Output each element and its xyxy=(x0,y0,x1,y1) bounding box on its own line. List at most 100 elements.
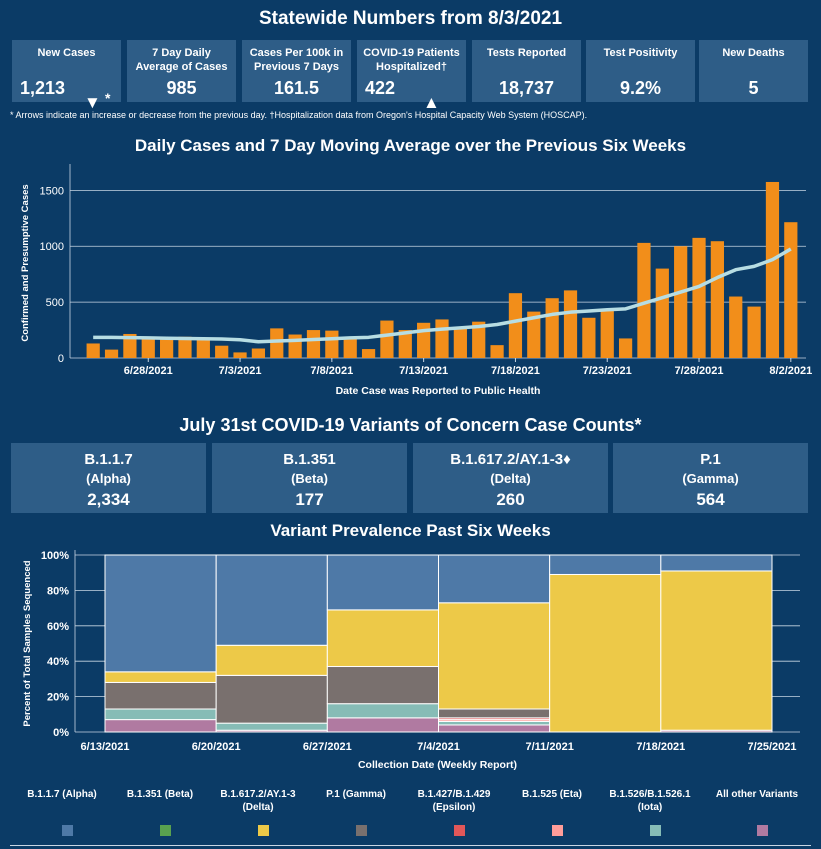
x-axis-label: Collection Date (Weekly Report) xyxy=(358,759,517,771)
x-tick-label: 7/18/2021 xyxy=(491,365,540,377)
variant-segment xyxy=(549,554,662,575)
variant-segment xyxy=(326,717,440,733)
variant-count: 260 xyxy=(496,490,525,509)
variant-name: B.1.617.2/AY.1-3♦ xyxy=(450,451,571,468)
cases-bar xyxy=(196,337,210,358)
cases-bar xyxy=(710,241,724,358)
y-tick-label: 500 xyxy=(46,297,64,309)
stat-card: 7 Day Daily Average of Cases 985 xyxy=(127,40,236,102)
page-title: Statewide Numbers from 8/3/2021 xyxy=(258,8,563,29)
variant-segment xyxy=(438,708,551,719)
variant-name: P.1 xyxy=(700,451,721,468)
legend-swatch xyxy=(552,825,563,836)
variant-card: B.1.1.7 (Alpha) 2,334 xyxy=(11,443,206,513)
cases-bar xyxy=(251,348,266,358)
x-tick-label: 7/18/2021 xyxy=(636,741,685,753)
cases-bar xyxy=(417,322,431,358)
stat-label: Cases Per 100k in Previous 7 Days xyxy=(249,47,344,73)
variant-segment xyxy=(326,703,440,719)
legend-swatch xyxy=(454,825,465,836)
cases-bar xyxy=(563,290,578,358)
cases-bar xyxy=(141,338,155,358)
cases-bar xyxy=(86,343,100,358)
legend-label: B.1.427/B.1.429 (Epsilon) xyxy=(417,789,491,813)
y-tick-label: 40% xyxy=(47,656,69,668)
cases-bar xyxy=(398,330,412,358)
cases-bar xyxy=(618,338,633,358)
arrow-up-icon: ▲ xyxy=(423,93,440,112)
x-tick-label: 6/20/2021 xyxy=(192,741,241,753)
stat-value: 1,213 xyxy=(20,78,66,98)
variant-count: 177 xyxy=(295,490,324,509)
y-tick-label: 0 xyxy=(58,353,64,365)
cases-bar xyxy=(545,298,559,358)
footnote: * Arrows indicate an increase or decreas… xyxy=(10,110,588,120)
cases-bar xyxy=(380,320,394,358)
x-tick-label: 6/13/2021 xyxy=(81,741,130,753)
cases-bar xyxy=(674,246,688,358)
stat-value: 9.2% xyxy=(619,78,662,98)
y-tick-label: 1000 xyxy=(40,241,64,253)
cases-bar xyxy=(765,181,780,358)
cases-bar xyxy=(123,333,137,358)
x-tick-label: 6/28/2021 xyxy=(124,365,173,377)
variant-name: B.1.1.7 xyxy=(84,451,133,468)
stat-value: 5 xyxy=(748,78,759,98)
cases-bar xyxy=(637,242,651,358)
legend-label: B.1.525 (Eta) xyxy=(521,789,583,800)
cases-bar xyxy=(178,336,192,358)
stat-value: 985 xyxy=(166,78,197,98)
variant-segment xyxy=(660,570,773,731)
stat-card: Test Positivity 9.2% xyxy=(586,40,695,102)
cases-chart: 0 500 1000 1500 6/28/2021 7/3/2021 7/8/2021 7/1… xyxy=(20,164,812,397)
cases-bar xyxy=(361,349,376,358)
variant-segment xyxy=(326,554,440,611)
y-axis-label: Confirmed and Presumptive Cases xyxy=(20,184,31,341)
variant-segment xyxy=(215,722,328,731)
cases-bar xyxy=(729,296,743,358)
variant-segment xyxy=(104,719,217,733)
legend-label: B.1.351 (Beta) xyxy=(126,789,194,800)
cases-bar xyxy=(747,306,761,358)
variant-segment xyxy=(438,554,551,604)
stat-label: COVID-19 Patients Hospitalized† xyxy=(363,47,460,73)
cases-bar xyxy=(655,268,669,358)
cases-bar xyxy=(215,345,229,358)
cases-bar xyxy=(233,352,247,358)
cases-bar xyxy=(160,339,174,358)
cases-bar xyxy=(453,326,467,358)
cases-bar xyxy=(435,319,449,358)
variant-segment xyxy=(104,554,217,673)
variant-greek-name: (Gamma) xyxy=(682,471,739,486)
cases-bar xyxy=(306,330,321,358)
legend-swatch xyxy=(356,825,367,836)
x-tick-label: 8/2/2021 xyxy=(769,365,812,377)
stat-card: New Cases 1,213 ▼ * xyxy=(12,40,121,112)
x-tick-label: 7/8/2021 xyxy=(310,365,353,377)
cases-bar xyxy=(784,222,798,358)
stat-label: New Deaths xyxy=(722,47,785,59)
variant-segment xyxy=(326,666,440,705)
y-tick-label: 20% xyxy=(47,692,69,704)
y-tick-label: 0% xyxy=(53,727,69,739)
y-axis-label: Percent of Total Samples Sequenced xyxy=(22,560,33,726)
x-tick-label: 7/23/2021 xyxy=(583,365,632,377)
variant-name: B.1.351 xyxy=(283,451,336,468)
cases-bar xyxy=(343,338,357,358)
variants-title: July 31st COVID-19 Variants of Concern C… xyxy=(179,415,642,435)
variant-segment xyxy=(549,573,662,733)
stat-card: Tests Reported 18,737 xyxy=(472,40,581,102)
variant-segment xyxy=(660,554,773,572)
y-tick-label: 80% xyxy=(47,585,69,597)
variant-segment xyxy=(438,602,551,710)
x-tick-label: 7/28/2021 xyxy=(675,365,724,377)
legend-swatch xyxy=(62,825,73,836)
variant-greek-name: (Delta) xyxy=(490,471,531,486)
variant-segment xyxy=(215,554,328,646)
stat-card: New Deaths 5 xyxy=(699,40,808,102)
prevalence-chart-title: Variant Prevalence Past Six Weeks xyxy=(270,521,551,540)
legend-label: B.1.1.7 (Alpha) xyxy=(27,789,97,800)
x-tick-label: 7/13/2021 xyxy=(399,365,448,377)
legend-label: B.1.617.2/AY.1-3 (Delta) xyxy=(220,789,296,813)
legend-label: B.1.526/B.1.526.1 (Iota) xyxy=(609,789,691,813)
